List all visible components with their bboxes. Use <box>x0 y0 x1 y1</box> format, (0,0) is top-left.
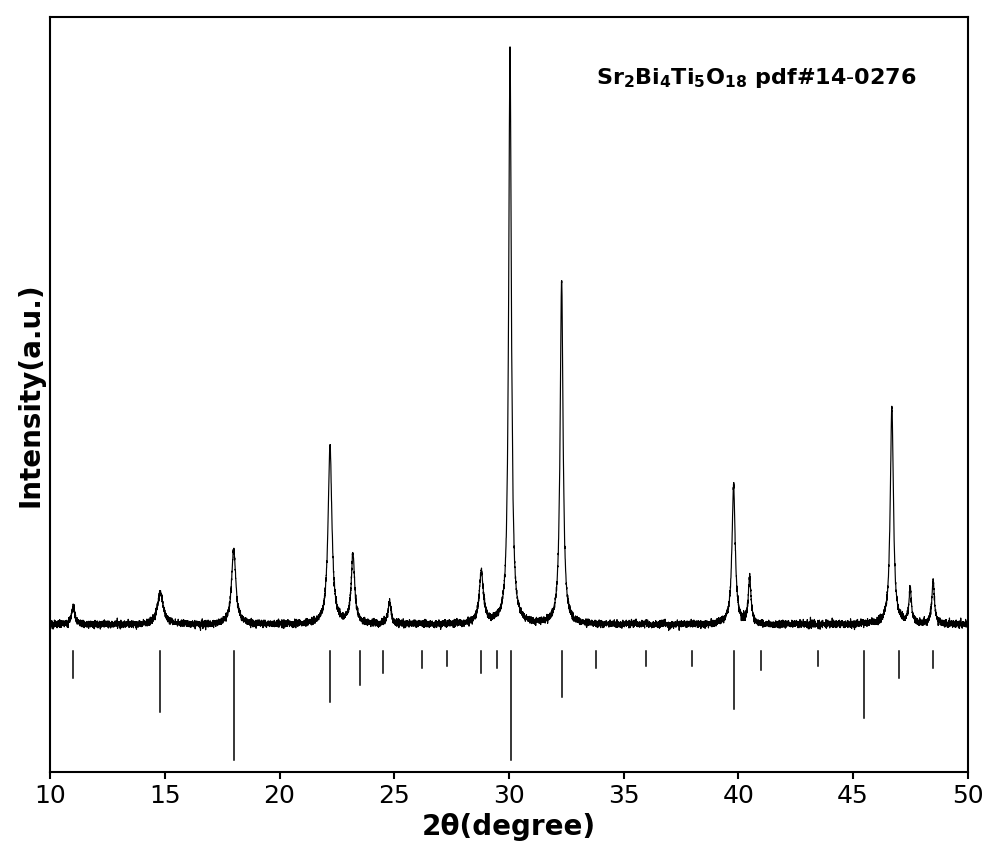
X-axis label: 2θ(degree): 2θ(degree) <box>422 813 596 842</box>
Y-axis label: Intensity(a.u.): Intensity(a.u.) <box>17 282 45 506</box>
Text: $\bf{Sr_2Bi_4Ti_5O_{18}}$ $\bf{pdf\#14\text{-}0276}$: $\bf{Sr_2Bi_4Ti_5O_{18}}$ $\bf{pdf\#14\t… <box>596 66 916 90</box>
